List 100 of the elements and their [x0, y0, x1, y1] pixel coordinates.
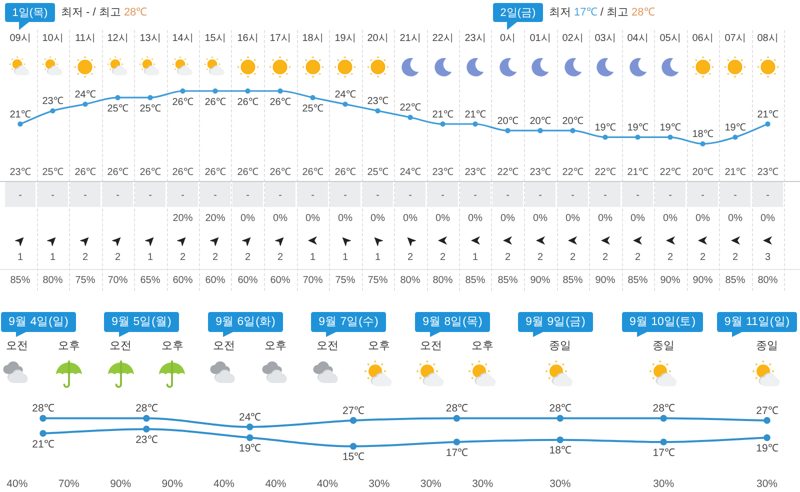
- text: -: [538, 190, 542, 201]
- data-label: 24℃: [74, 89, 96, 100]
- x-tick-label: 16시: [237, 32, 258, 44]
- text: 1일(목): [12, 7, 48, 20]
- text: 90%: [162, 478, 183, 490]
- data-label: 21℃: [32, 438, 55, 450]
- text: -: [18, 190, 22, 201]
- point: [556, 436, 564, 444]
- text: 오후: [472, 340, 494, 352]
- text: 0%: [500, 212, 516, 224]
- point: [310, 95, 316, 100]
- point: [668, 134, 673, 140]
- text: 오후: [161, 340, 184, 352]
- text: 3: [764, 252, 771, 263]
- text: 40%: [6, 478, 28, 490]
- text: 종일: [756, 340, 778, 352]
- text: 60%: [205, 274, 226, 286]
- x-tick-label: 03시: [594, 32, 616, 44]
- text: 26℃: [107, 166, 128, 178]
- x-tick-label: 11시: [75, 32, 96, 44]
- text: 0%: [598, 212, 613, 224]
- text: 22℃: [497, 166, 518, 178]
- text: 21℃: [627, 166, 648, 178]
- text: 90%: [660, 274, 680, 286]
- text: -: [214, 190, 217, 201]
- data-label: 21℃: [10, 109, 31, 120]
- point: [82, 102, 88, 107]
- text: 40%: [213, 478, 235, 490]
- text: 60%: [238, 274, 258, 286]
- x-tick-label: 01시: [530, 32, 551, 44]
- data-label: 28℃: [549, 402, 572, 415]
- point: [375, 108, 380, 114]
- x-tick-label: 9월 9일(금): [526, 316, 586, 328]
- text: 종일: [652, 340, 675, 352]
- text: -: [116, 190, 120, 201]
- point: [764, 434, 770, 442]
- text: 23℃: [464, 166, 486, 178]
- text: 2: [212, 252, 218, 263]
- x-tick-label: 04시: [627, 32, 648, 44]
- x-tick-label: 02시: [562, 32, 584, 44]
- text: 0%: [663, 212, 678, 224]
- data-label: 21℃: [464, 109, 486, 120]
- data-label: 28℃: [32, 402, 55, 415]
- text: 26℃: [140, 166, 161, 178]
- x-tick-label: 9월 7일(수): [318, 316, 378, 328]
- text: 85%: [465, 274, 486, 286]
- data-label: 24℃: [334, 89, 356, 100]
- text: 최저 17℃ / 최고 28℃: [549, 6, 655, 19]
- text: 2: [407, 252, 414, 263]
- data-label: 28℃: [652, 402, 676, 415]
- data-label: 26℃: [237, 96, 258, 108]
- point: [278, 88, 283, 94]
- data-label: 20℃: [530, 116, 551, 127]
- text: 오후: [264, 340, 287, 352]
- text: 26℃: [74, 166, 96, 178]
- data-label: 20℃: [562, 116, 584, 127]
- text: -: [311, 190, 314, 201]
- point: [246, 424, 254, 430]
- point: [212, 88, 218, 94]
- text: -: [246, 190, 250, 201]
- text: 20℃: [692, 166, 714, 178]
- text: 0%: [306, 212, 320, 224]
- text: 75%: [368, 274, 388, 286]
- text: 85%: [725, 274, 746, 286]
- data-label: 27℃: [756, 404, 779, 417]
- text: 1: [310, 252, 316, 263]
- text: 26℃: [302, 166, 324, 178]
- text: 최저 - / 최고 28℃: [61, 6, 148, 19]
- text: 90%: [595, 274, 616, 286]
- text: -: [84, 190, 87, 201]
- text: 90%: [692, 274, 713, 286]
- text: -: [408, 190, 412, 201]
- text: 0%: [468, 212, 483, 224]
- text: 80%: [42, 274, 63, 286]
- x-tick-label: 09시: [10, 32, 31, 44]
- point: [143, 414, 150, 422]
- text: 2: [537, 252, 544, 263]
- x-tick-label: 19시: [334, 32, 356, 44]
- x-tick-label: 9월 5일(월): [112, 316, 172, 328]
- point: [440, 121, 446, 127]
- text: -: [571, 190, 574, 201]
- text: 1: [472, 252, 478, 263]
- point: [40, 430, 46, 437]
- x-tick-label: 12시: [107, 32, 128, 44]
- text: 오전: [110, 340, 132, 352]
- text: 40%: [265, 478, 286, 490]
- text: 30%: [653, 478, 674, 490]
- text: 1: [147, 252, 154, 263]
- text: 1: [17, 252, 24, 263]
- data-label: 24℃: [239, 411, 262, 424]
- text: 20%: [172, 212, 193, 224]
- text: 75%: [335, 274, 356, 286]
- text: 2: [602, 252, 608, 263]
- x-tick-label: 18시: [302, 32, 324, 44]
- text: 2: [700, 252, 706, 263]
- x-tick-label: 22시: [432, 32, 454, 44]
- text: 0%: [728, 212, 743, 224]
- data-label: 21℃: [757, 109, 778, 120]
- text: 종일: [549, 340, 572, 352]
- text: 30%: [550, 478, 571, 490]
